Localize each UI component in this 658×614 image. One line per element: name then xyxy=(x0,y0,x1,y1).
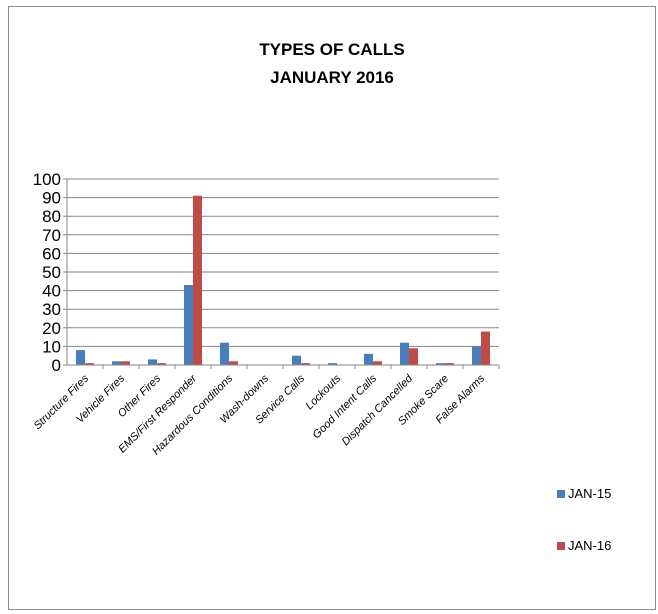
bar-jan-16-3 xyxy=(193,195,202,365)
bar-jan-16-11 xyxy=(481,331,490,365)
legend-swatch-jan-15 xyxy=(557,490,565,498)
bar-jan-16-8 xyxy=(373,361,382,365)
bar-jan-16-0 xyxy=(85,363,94,365)
bar-jan-15-9 xyxy=(400,342,409,365)
y-tick-label: 80 xyxy=(42,207,61,226)
bar-jan-15-7 xyxy=(328,363,337,365)
bar-jan-16-6 xyxy=(301,363,310,365)
chart-title: TYPES OF CALLS xyxy=(259,40,404,59)
bar-jan-16-10 xyxy=(445,363,454,365)
bar-jan-15-0 xyxy=(76,350,85,365)
legend-label-jan-15: JAN-15 xyxy=(568,486,611,501)
chart-svg: TYPES OF CALLS JANUARY 2016 010203040506… xyxy=(32,40,612,553)
bar-jan-16-2 xyxy=(157,363,166,365)
bar-jan-15-1 xyxy=(112,361,121,365)
bar-jan-15-4 xyxy=(220,342,229,365)
bar-jan-15-3 xyxy=(184,285,193,365)
bar-jan-15-10 xyxy=(436,363,445,365)
chart-subtitle: JANUARY 2016 xyxy=(270,68,394,87)
legend: JAN-15 JAN-16 xyxy=(557,486,611,553)
bar-jan-15-8 xyxy=(364,353,373,365)
legend-label-jan-16: JAN-16 xyxy=(568,538,611,553)
bar-jan-15-11 xyxy=(472,346,481,365)
bar-jan-15-2 xyxy=(148,359,157,365)
y-tick-label: 70 xyxy=(42,226,61,245)
bar-jan-16-1 xyxy=(121,361,130,365)
y-tick-label: 40 xyxy=(42,282,61,301)
y-tick-label: 90 xyxy=(42,189,61,208)
chart-frame: TYPES OF CALLS JANUARY 2016 0 10 20 30 40 50 6… xyxy=(8,6,656,610)
bar-jan-16-4 xyxy=(229,361,238,365)
bar-jan-15-6 xyxy=(292,355,301,365)
legend-swatch-jan-16 xyxy=(557,542,565,550)
bar-jan-16-9 xyxy=(409,348,418,365)
y-tick-label: 20 xyxy=(42,319,61,338)
axes xyxy=(63,178,500,369)
x-tick-label: Good Intent Calls xyxy=(311,372,380,441)
y-tick-label: 30 xyxy=(42,300,61,319)
y-tick-label: 50 xyxy=(42,263,61,282)
y-tick-label: 60 xyxy=(42,244,61,263)
bars xyxy=(76,195,490,365)
y-tick-label: 10 xyxy=(42,337,61,356)
y-tick-label: 100 xyxy=(33,170,61,189)
y-tick-label: 0 xyxy=(52,356,61,375)
gridlines xyxy=(67,178,499,347)
